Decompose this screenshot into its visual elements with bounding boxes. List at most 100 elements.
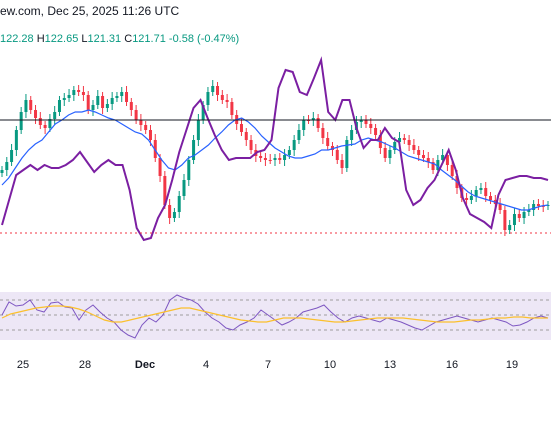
candle-body — [388, 150, 392, 158]
candle-body — [225, 100, 229, 102]
candle-body — [536, 204, 540, 206]
candle-body — [62, 98, 66, 100]
rsi-lines-group — [1, 294, 549, 339]
candle-body — [201, 105, 205, 120]
candle-body — [86, 95, 90, 110]
candle-body — [34, 110, 38, 118]
candle-body — [321, 128, 325, 138]
candle-body — [374, 128, 378, 135]
candle-body — [364, 120, 368, 124]
candle-body — [14, 130, 18, 150]
candle-body — [359, 120, 363, 122]
high-label: H — [36, 33, 45, 45]
candle-body — [407, 140, 411, 145]
candle-body — [81, 92, 85, 95]
candle-body — [144, 125, 148, 130]
candle-body — [292, 140, 296, 150]
x-axis-tick-label: 4 — [203, 359, 209, 371]
candle-body — [125, 92, 129, 102]
candle-body — [517, 214, 521, 218]
rsi-panel-background — [0, 292, 551, 340]
chart-header-title: ew.com, Dec 25, 2025 11:26 UTC — [0, 4, 180, 18]
low-value: 121.31 — [87, 33, 122, 45]
candle-body — [182, 180, 186, 196]
candle-body — [412, 145, 416, 150]
candle-body — [445, 155, 449, 165]
candle-body — [402, 138, 406, 140]
candle-body — [239, 124, 243, 132]
x-axis-tick-label: 16 — [446, 359, 458, 371]
x-axis: 25 28 Dec 4 7 10 13 16 19 — [17, 359, 518, 371]
indicator-lines-group — [1, 56, 549, 242]
candle-body — [220, 95, 224, 100]
x-axis-tick-label: 25 — [17, 359, 29, 371]
open-value: 122.28 — [0, 33, 34, 45]
candle-body — [105, 104, 109, 108]
close-value: 121.71 — [132, 33, 166, 45]
candle-body — [129, 102, 133, 110]
x-axis-tick-label: 10 — [324, 359, 336, 371]
candle-body — [398, 138, 402, 142]
main-price-panel — [0, 56, 551, 242]
candle-body — [172, 212, 176, 218]
candle-body — [67, 95, 71, 98]
candle-body — [263, 158, 267, 160]
candle-body — [24, 100, 28, 112]
candle-body — [134, 110, 138, 120]
moving-average-line — [1, 109, 549, 211]
overlay-indicator-line — [1, 56, 549, 242]
candle-body — [431, 162, 435, 170]
candle-body — [541, 206, 545, 207]
candle-body — [278, 158, 282, 160]
candle-body — [5, 162, 9, 170]
candle-body — [489, 196, 493, 200]
candle-body — [230, 102, 234, 115]
ohlc-readout: 122.28 H122.65 L121.31 C121.71 -0.58 (-0… — [0, 33, 239, 45]
x-axis-tick-label: Dec — [135, 359, 155, 371]
candle-body — [421, 155, 425, 158]
candle-body — [72, 90, 76, 95]
candle-body — [29, 100, 33, 110]
candle-body — [441, 155, 445, 160]
candle-body — [340, 160, 344, 168]
candle-body — [330, 146, 334, 150]
x-axis-tick-label: 13 — [384, 359, 396, 371]
candle-body — [287, 150, 291, 155]
candle-body — [110, 98, 114, 104]
candle-body — [187, 160, 191, 180]
candle-body — [53, 112, 57, 119]
candle-body — [211, 86, 215, 92]
candle-body — [479, 188, 483, 190]
candle-body — [417, 150, 421, 155]
close-label: C — [124, 33, 133, 45]
candle-body — [369, 124, 373, 128]
x-axis-tick-label: 7 — [265, 359, 271, 371]
candle-body — [168, 205, 172, 218]
candle-body — [450, 165, 454, 176]
candle-body — [177, 196, 181, 212]
candle-body — [316, 118, 320, 128]
candle-body — [244, 132, 248, 140]
candle-body — [268, 160, 272, 161]
candle-body — [77, 90, 81, 92]
candle-body — [196, 120, 200, 140]
candle-body — [436, 160, 440, 170]
candle-body — [326, 138, 330, 146]
change-value: -0.58 (-0.47%) — [168, 33, 240, 45]
candle-body — [115, 96, 119, 98]
candle-body — [383, 148, 387, 158]
candle-body — [297, 130, 301, 140]
candle-body — [469, 196, 473, 200]
candle-body — [426, 158, 430, 162]
candle-body — [527, 210, 531, 212]
candle-body — [302, 120, 306, 130]
rsi-panel — [0, 292, 551, 340]
candle-body — [38, 118, 42, 125]
candle-body — [311, 118, 315, 120]
candle-body — [345, 140, 349, 168]
candle-body — [91, 105, 95, 110]
candle-body — [120, 92, 124, 96]
candle-body — [512, 214, 516, 225]
candle-body — [153, 140, 157, 158]
